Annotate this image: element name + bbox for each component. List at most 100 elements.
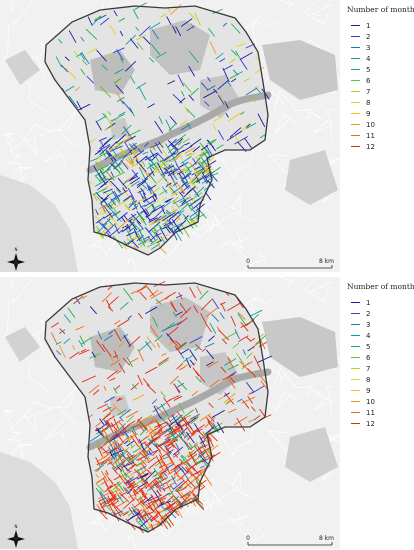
street-segment bbox=[94, 150, 102, 155]
street-segment bbox=[163, 439, 174, 446]
street-segment bbox=[139, 429, 146, 436]
street-segment bbox=[168, 211, 180, 221]
street-segment bbox=[137, 512, 146, 523]
street-segment bbox=[149, 325, 158, 338]
street-segment bbox=[95, 474, 100, 479]
street-segment bbox=[175, 425, 185, 437]
street-segment bbox=[183, 417, 190, 426]
street-segment bbox=[176, 182, 186, 195]
street-segment bbox=[104, 154, 112, 160]
street-segment bbox=[139, 218, 144, 224]
street-segment bbox=[139, 451, 147, 460]
legend-swatch bbox=[351, 345, 360, 348]
street-segment bbox=[212, 8, 223, 14]
street-segment bbox=[148, 461, 158, 469]
street-segment bbox=[181, 466, 189, 474]
scale-bar: 0 8 km bbox=[246, 535, 334, 546]
street-segment bbox=[177, 141, 182, 146]
background-road bbox=[203, 489, 226, 511]
street-segment bbox=[164, 433, 176, 441]
legend-item: 12 bbox=[347, 418, 413, 429]
street-segment bbox=[148, 438, 159, 449]
street-segment bbox=[97, 116, 106, 122]
street-segment bbox=[173, 426, 182, 431]
legend-swatch bbox=[351, 411, 360, 414]
street-segment bbox=[227, 81, 232, 87]
street-segment bbox=[109, 216, 119, 226]
street-segment bbox=[112, 481, 123, 490]
street-segment bbox=[132, 384, 137, 390]
street-segment bbox=[102, 113, 107, 119]
street-segment bbox=[115, 211, 121, 215]
street-segment bbox=[246, 382, 255, 393]
street-segment bbox=[200, 82, 209, 91]
street-segment bbox=[123, 498, 135, 509]
street-segment bbox=[178, 210, 185, 214]
street-segment bbox=[257, 113, 266, 127]
street-segment bbox=[180, 348, 189, 355]
street-segment bbox=[75, 86, 80, 92]
street-segment bbox=[191, 390, 199, 396]
street-segment bbox=[250, 340, 262, 349]
sea-area bbox=[0, 452, 78, 549]
street-segment bbox=[122, 187, 127, 193]
street-segment bbox=[108, 154, 116, 159]
street-segment bbox=[110, 194, 120, 201]
street-segment bbox=[119, 190, 128, 196]
street-segment bbox=[78, 349, 90, 355]
street-segment bbox=[203, 472, 213, 486]
street-segment bbox=[170, 482, 176, 486]
street-segment bbox=[110, 496, 116, 502]
street-segment bbox=[217, 396, 224, 401]
street-segment bbox=[180, 124, 191, 131]
street-segment bbox=[161, 515, 171, 526]
street-segment bbox=[244, 138, 253, 149]
street-segment bbox=[138, 341, 151, 352]
street-segment bbox=[207, 361, 219, 368]
street-segment bbox=[111, 467, 119, 475]
legend-swatch bbox=[351, 422, 360, 425]
street-segment bbox=[151, 399, 157, 405]
street-segment bbox=[130, 76, 136, 84]
street-segment bbox=[136, 416, 143, 423]
street-segment bbox=[96, 453, 110, 463]
street-segment bbox=[131, 430, 140, 443]
street-segment bbox=[149, 480, 159, 488]
background-road bbox=[35, 319, 48, 336]
street-segment bbox=[141, 473, 149, 478]
street-segment bbox=[127, 457, 134, 462]
street-segment bbox=[120, 160, 129, 170]
street-segment bbox=[133, 245, 138, 250]
street-segment bbox=[203, 90, 217, 99]
street-segment bbox=[181, 200, 186, 205]
street-segment bbox=[110, 171, 114, 178]
street-segment bbox=[176, 164, 184, 175]
legend-swatch bbox=[351, 112, 360, 115]
street-segment bbox=[205, 426, 215, 435]
street-segment bbox=[98, 205, 104, 210]
street-segment bbox=[123, 430, 130, 438]
street-segment bbox=[124, 162, 130, 168]
street-segment bbox=[185, 357, 191, 369]
street-segment bbox=[152, 500, 165, 512]
street-segment bbox=[163, 222, 172, 227]
street-segment bbox=[246, 337, 252, 342]
legend-swatch bbox=[351, 400, 360, 403]
street-segment bbox=[242, 349, 246, 356]
street-segment bbox=[193, 305, 199, 314]
street-segment bbox=[89, 306, 97, 315]
legend-label: 12 bbox=[366, 419, 375, 428]
street-segment bbox=[134, 496, 145, 509]
street-segment bbox=[149, 149, 155, 158]
street-segment bbox=[225, 113, 229, 118]
street-segment bbox=[97, 220, 107, 230]
street-segment bbox=[136, 283, 149, 293]
street-segment bbox=[99, 145, 111, 156]
street-segment bbox=[182, 173, 192, 180]
map-panel-top: N 0 8 km Number of months 1 2 3 4 5 6 7 8 9 10 11 1… bbox=[0, 0, 414, 272]
legend-label: 9 bbox=[366, 109, 371, 118]
street-segment bbox=[177, 379, 188, 391]
street-segment bbox=[253, 355, 262, 370]
street-segment bbox=[200, 156, 213, 164]
street-segment bbox=[122, 486, 127, 492]
